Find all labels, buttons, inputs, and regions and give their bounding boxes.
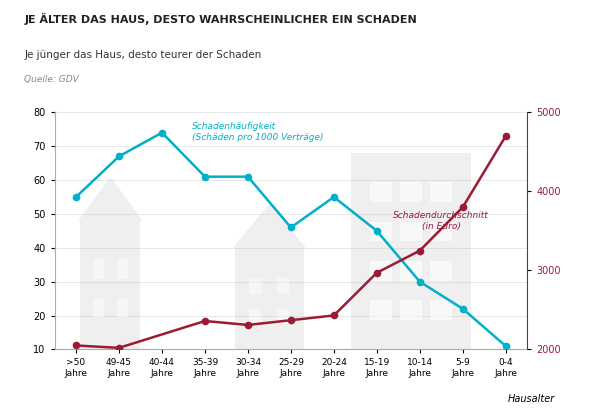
FancyBboxPatch shape <box>277 278 289 294</box>
FancyBboxPatch shape <box>430 300 452 320</box>
FancyBboxPatch shape <box>277 309 289 324</box>
Polygon shape <box>78 177 142 221</box>
FancyBboxPatch shape <box>430 261 452 281</box>
FancyBboxPatch shape <box>93 298 104 317</box>
FancyBboxPatch shape <box>117 259 128 279</box>
FancyBboxPatch shape <box>235 248 304 349</box>
FancyBboxPatch shape <box>401 222 422 241</box>
FancyBboxPatch shape <box>93 259 104 279</box>
Text: Schadendurchschnitt
(in Euro): Schadendurchschnitt (in Euro) <box>393 211 489 230</box>
FancyBboxPatch shape <box>351 153 471 349</box>
FancyBboxPatch shape <box>370 183 392 202</box>
FancyBboxPatch shape <box>430 183 452 202</box>
Text: Schadenhäufigkeit
(Schäden pro 1000 Verträge): Schadenhäufigkeit (Schäden pro 1000 Vert… <box>192 122 324 142</box>
FancyBboxPatch shape <box>370 300 392 320</box>
Text: JE ÄLTER DAS HAUS, DESTO WAHRSCHEINLICHER EIN SCHADEN: JE ÄLTER DAS HAUS, DESTO WAHRSCHEINLICHE… <box>24 12 417 25</box>
FancyBboxPatch shape <box>401 183 422 202</box>
FancyBboxPatch shape <box>250 278 262 294</box>
Text: Hausalter: Hausalter <box>507 394 554 404</box>
FancyBboxPatch shape <box>117 298 128 317</box>
FancyBboxPatch shape <box>401 300 422 320</box>
FancyBboxPatch shape <box>401 261 422 281</box>
FancyBboxPatch shape <box>370 261 392 281</box>
Text: Quelle: GDV: Quelle: GDV <box>24 75 79 84</box>
Polygon shape <box>233 204 306 248</box>
FancyBboxPatch shape <box>430 222 452 241</box>
FancyBboxPatch shape <box>250 309 262 324</box>
FancyBboxPatch shape <box>81 221 141 349</box>
Text: Je jünger das Haus, desto teurer der Schaden: Je jünger das Haus, desto teurer der Sch… <box>24 50 262 60</box>
FancyBboxPatch shape <box>370 222 392 241</box>
